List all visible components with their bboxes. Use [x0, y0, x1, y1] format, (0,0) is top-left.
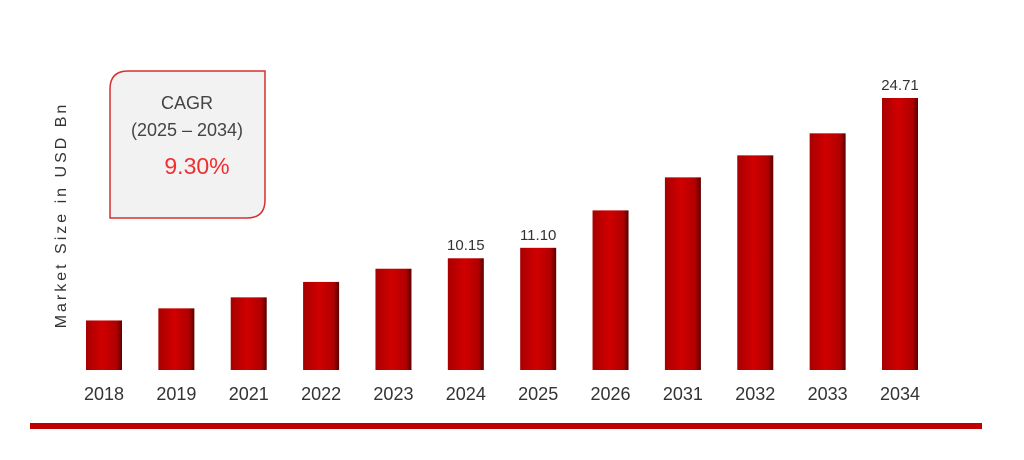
x-tick-label: 2031	[663, 384, 703, 404]
bar	[375, 268, 412, 370]
cagr-period: (2025 – 2034)	[131, 120, 243, 140]
x-tick-label: 2022	[301, 384, 341, 404]
cagr-box	[109, 70, 266, 219]
bar	[664, 177, 701, 370]
x-tick-label: 2032	[735, 384, 775, 404]
x-tick-label: 2033	[808, 384, 848, 404]
bar	[809, 133, 846, 370]
bar	[882, 98, 918, 370]
footer-rule	[30, 423, 982, 429]
bar	[520, 247, 557, 370]
cagr-value: 9.30%	[164, 153, 229, 179]
data-label: 10.15	[447, 237, 485, 254]
cagr-title: CAGR	[161, 93, 213, 113]
bar	[158, 308, 195, 370]
x-tick-label: 2025	[518, 384, 558, 404]
x-tick-label: 2023	[373, 384, 413, 404]
bar	[230, 297, 267, 370]
bar	[303, 281, 340, 370]
x-tick-label: 2019	[156, 384, 196, 404]
x-tick-label: 2034	[880, 384, 920, 404]
x-tick-label: 2024	[446, 384, 486, 404]
x-tick-label: 2018	[84, 384, 124, 404]
x-tick-label: 2026	[591, 384, 631, 404]
bar	[447, 258, 484, 370]
y-axis-label: Market Size in USD Bn	[53, 102, 70, 329]
bar	[86, 320, 122, 370]
data-label: 24.71	[881, 77, 919, 94]
bar	[737, 155, 774, 370]
bar	[592, 210, 629, 370]
data-label: 11.10	[520, 227, 556, 244]
x-tick-label: 2021	[229, 384, 269, 404]
